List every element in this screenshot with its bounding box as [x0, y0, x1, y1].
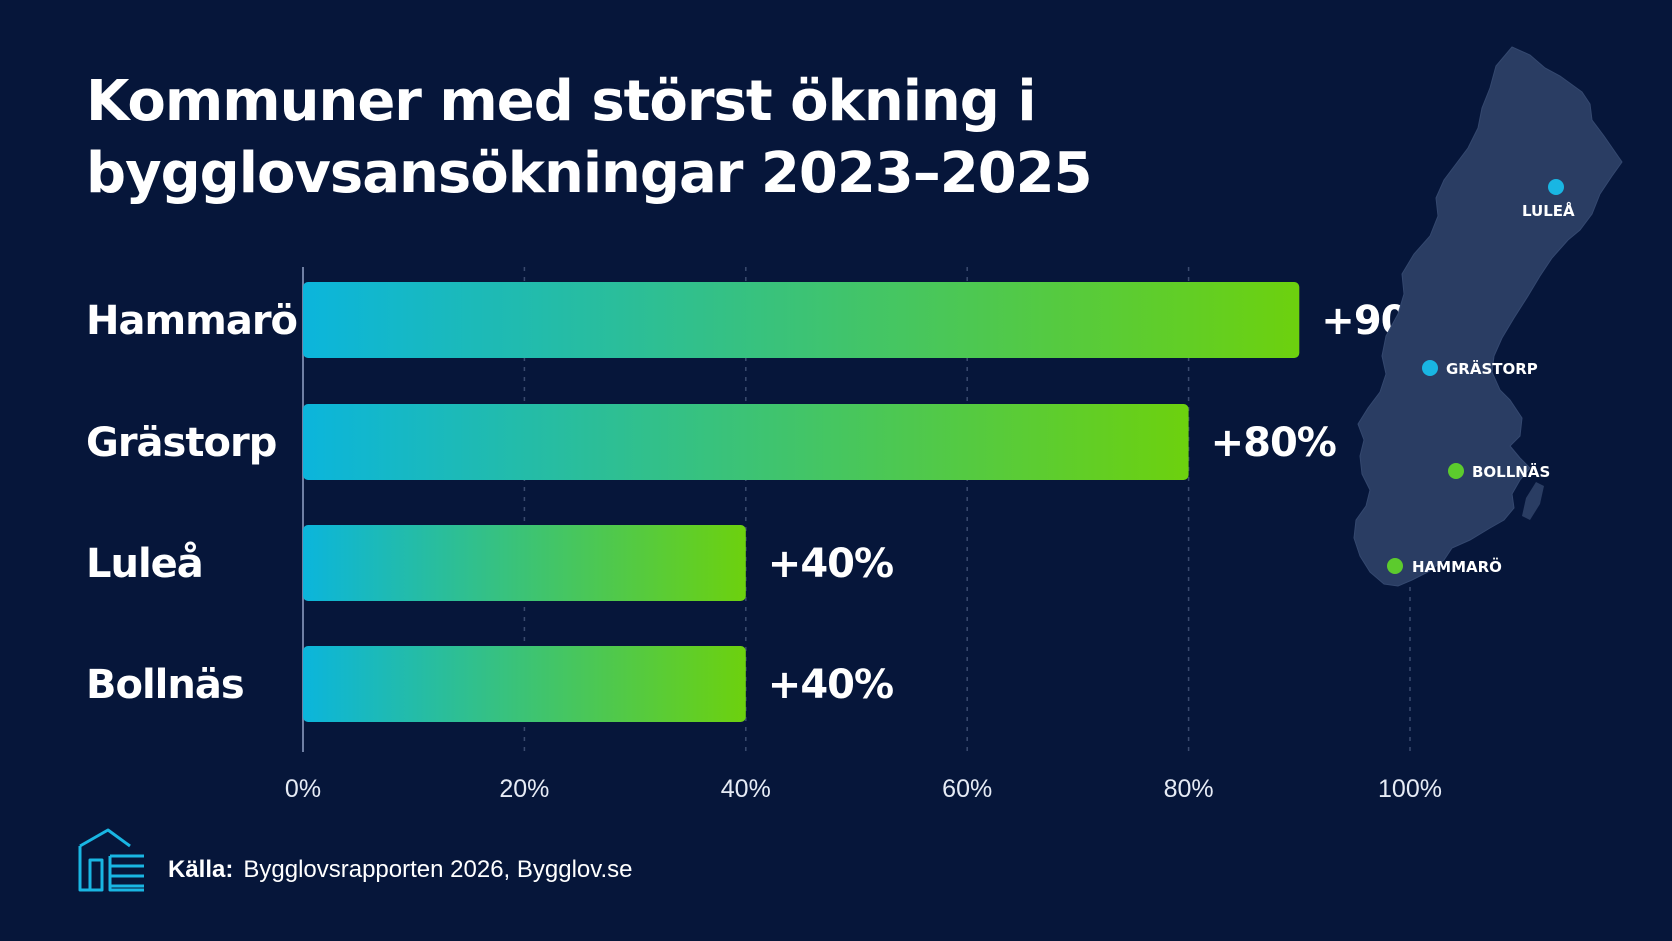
house-document-icon [78, 828, 144, 892]
x-tick-label-0: 0% [285, 775, 321, 803]
category-label-bollnas: Bollnäs [86, 662, 244, 708]
map-label-lulea: LULEÅ [1522, 201, 1575, 220]
map-label-bollnas: BOLLNÄS [1472, 462, 1550, 481]
bars [303, 282, 1300, 722]
chart-title: Kommuner med störst ökning i bygglovsans… [86, 66, 1206, 210]
chart-title-line-1: Kommuner med störst ökning i [86, 69, 1037, 134]
category-label-hammaro: Hammarö [86, 298, 297, 344]
bar-lulea [303, 525, 746, 601]
bar-grastorp [303, 404, 1189, 480]
map-label-grastorp: GRÄSTORP [1446, 359, 1538, 378]
source-label: Källa: [168, 856, 234, 883]
source-note: Källa: Bygglovsrapporten 2026, Bygglov.se [168, 856, 633, 884]
marker-grastorp [1422, 360, 1438, 376]
marker-bollnas [1448, 463, 1464, 479]
x-tick-label-20: 20% [499, 775, 549, 803]
marker-hammaro [1387, 558, 1403, 574]
value-label-grastorp: +80% [1211, 420, 1336, 466]
sweden-map: LULEÅ GRÄSTORP BOLLNÄS HAMMARÖ [1353, 46, 1623, 587]
bar-bollnas [303, 646, 746, 722]
x-tick-label-60: 60% [942, 775, 992, 803]
category-label-grastorp: Grästorp [86, 420, 276, 466]
value-label-bollnas: +40% [768, 662, 893, 708]
chart-title-line-2: bygglovsansökningar 2023–2025 [86, 141, 1093, 206]
category-label-lulea: Luleå [86, 540, 203, 587]
value-label-lulea: +40% [768, 541, 893, 587]
x-tick-label-100: 100% [1378, 775, 1442, 803]
bar-hammaro [303, 282, 1300, 358]
labels: Hammarö +90%Grästorp +80%Luleå +40%Bollnäs +… [86, 298, 1448, 708]
marker-lulea [1548, 179, 1564, 195]
x-axis-ticks: 0% 20% 40% 60% 80% 100% [285, 775, 1442, 803]
map-label-hammaro: HAMMARÖ [1412, 557, 1502, 576]
source-text: Bygglovsrapporten 2026, Bygglov.se [243, 856, 633, 883]
x-tick-label-80: 80% [1164, 775, 1214, 803]
x-tick-label-40: 40% [721, 775, 771, 803]
gotland-island [1522, 482, 1544, 520]
